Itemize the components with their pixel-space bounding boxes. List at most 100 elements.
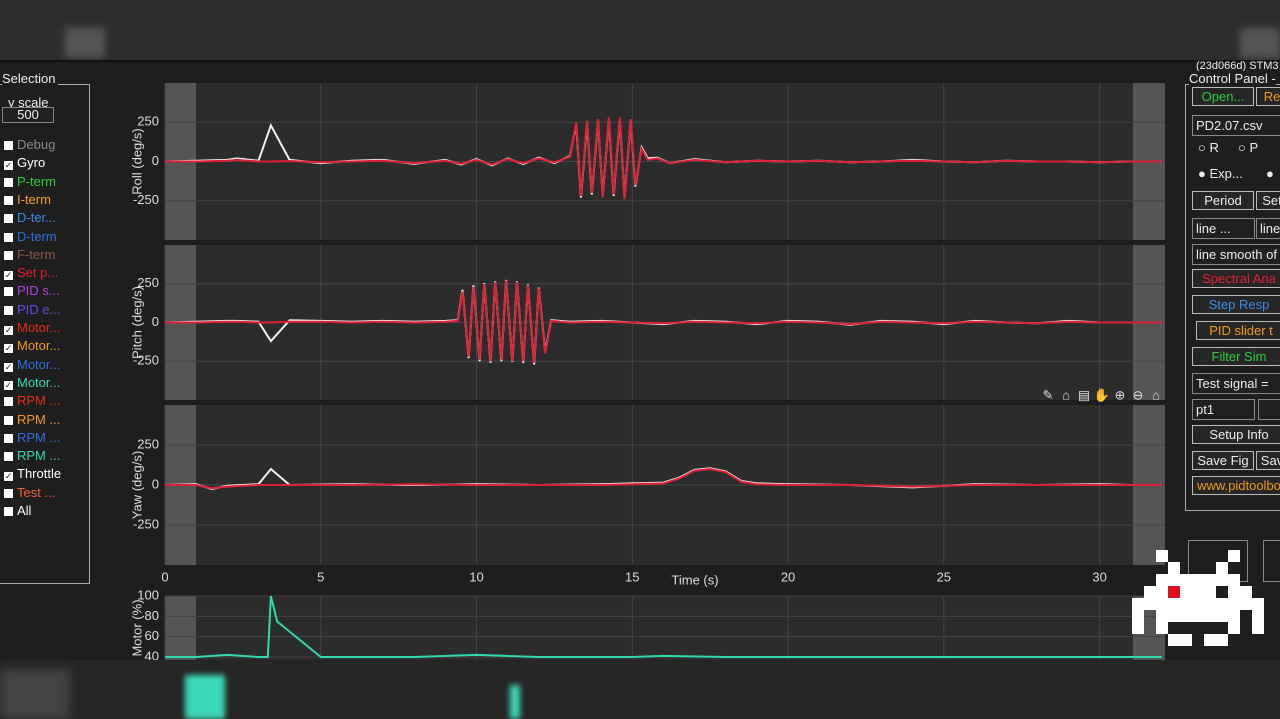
series-toggle[interactable]: D-term: [4, 228, 57, 245]
series-toggle[interactable]: PID e...: [4, 301, 60, 318]
series-toggle[interactable]: RPM ...: [4, 447, 60, 464]
spectral-button[interactable]: Spectral Ana: [1192, 269, 1280, 288]
radio[interactable]: ● Exp...: [1198, 166, 1243, 181]
radio[interactable]: ○ P: [1238, 140, 1259, 155]
radio-label: R: [1209, 140, 1219, 155]
series-label: Gyro: [17, 155, 46, 171]
pixel: [1156, 622, 1168, 634]
toolbar-icon: ⌂: [1062, 387, 1070, 402]
x-axis-label: Time (s): [671, 572, 718, 587]
checkbox[interactable]: [4, 433, 13, 443]
save-button[interactable]: Sav: [1256, 451, 1280, 470]
series-label: Set p...: [17, 265, 59, 281]
line-select[interactable]: line ...: [1192, 218, 1255, 239]
checkbox[interactable]: ✓: [4, 379, 13, 390]
pixel: [1216, 562, 1228, 574]
setup-button[interactable]: Setup Info: [1192, 425, 1280, 444]
pixel: [1192, 610, 1204, 622]
pixel: [1228, 598, 1240, 610]
series-toggle[interactable]: ✓ Motor...: [4, 337, 60, 354]
series-toggle[interactable]: ✓ Motor...: [4, 319, 60, 336]
open-button[interactable]: Open...: [1192, 87, 1254, 106]
step-button[interactable]: Step Resp: [1192, 295, 1280, 314]
y-tick-label: 0: [152, 153, 159, 168]
series-toggle[interactable]: I-term: [4, 191, 51, 208]
series-toggle[interactable]: RPM ...: [4, 429, 60, 446]
checkbox[interactable]: [4, 214, 13, 224]
checkbox[interactable]: ✓: [4, 270, 13, 281]
checkbox[interactable]: ✓: [4, 160, 13, 171]
pixel: [1216, 610, 1228, 622]
y-axis-label: Motor (%): [129, 599, 144, 656]
series-label: Motor...: [17, 374, 61, 390]
series-label: PID e...: [17, 301, 61, 317]
period-button[interactable]: Period: [1192, 191, 1254, 210]
series-toggle[interactable]: RPM ...: [4, 411, 60, 428]
checkbox[interactable]: [4, 397, 13, 407]
series-line: [165, 117, 1162, 200]
pixel: [1132, 610, 1144, 622]
series-toggle[interactable]: ✓ Motor...: [4, 374, 60, 391]
series-toggle[interactable]: Test ...: [4, 484, 55, 501]
order-field[interactable]: 2: [1258, 399, 1280, 420]
series-toggle[interactable]: F-term: [4, 246, 55, 263]
series-toggle[interactable]: ✓ Throttle: [4, 465, 61, 482]
checkbox[interactable]: [4, 195, 13, 205]
pixel: [1228, 550, 1240, 562]
yscale-input[interactable]: 500: [2, 107, 54, 123]
pixel: [1240, 586, 1252, 598]
radio[interactable]: ●: [1266, 166, 1274, 181]
save-fig-button[interactable]: Save Fig: [1192, 451, 1254, 470]
radio-label: Exp...: [1209, 166, 1243, 181]
series-toggle[interactable]: ✓ Gyro: [4, 154, 45, 171]
pixel: [1228, 610, 1240, 622]
checkbox[interactable]: ✓: [4, 325, 13, 335]
checkbox[interactable]: [4, 415, 13, 425]
checkbox[interactable]: ✓: [4, 343, 13, 354]
checkbox[interactable]: [4, 141, 13, 150]
series-label: Debug: [17, 137, 56, 152]
series-toggle[interactable]: ✓ Set p...: [4, 264, 58, 281]
blur: [510, 685, 520, 719]
checkbox[interactable]: [4, 488, 13, 498]
series-toggle[interactable]: D-ter...: [4, 209, 56, 226]
series-toggle[interactable]: P-term: [4, 173, 56, 190]
filter-select[interactable]: pt1: [1192, 399, 1255, 420]
checkbox[interactable]: [4, 250, 13, 260]
pixel: [1156, 598, 1168, 610]
checkbox[interactable]: [4, 305, 13, 315]
reset-button[interactable]: Re: [1256, 87, 1280, 106]
radio[interactable]: ○ R: [1198, 140, 1219, 155]
series-toggle[interactable]: RPM ...: [4, 392, 60, 409]
smooth-select[interactable]: line smooth of: [1192, 244, 1280, 265]
y-tick-label: 250: [137, 275, 159, 290]
file-field[interactable]: PD2.07.csv: [1192, 115, 1280, 136]
filter-button[interactable]: Filter Sim: [1192, 347, 1280, 366]
line-select[interactable]: line: [1256, 218, 1280, 239]
set-button[interactable]: Set: [1256, 191, 1280, 210]
checkbox[interactable]: [4, 177, 13, 187]
build-label: (23d066d) STM3: [1196, 60, 1279, 72]
checkbox[interactable]: [4, 452, 13, 462]
checkbox[interactable]: ✓: [4, 361, 13, 372]
series-toggle[interactable]: ✓ Motor...: [4, 356, 60, 373]
pixel: [1240, 598, 1252, 610]
checkbox[interactable]: [4, 287, 13, 297]
checkbox[interactable]: [4, 507, 13, 516]
series-line: [165, 280, 1162, 363]
x-tick-label: 5: [317, 569, 324, 584]
checkbox[interactable]: ✓: [4, 471, 13, 482]
pid-slider-button[interactable]: PID slider t: [1196, 321, 1280, 340]
checkbox[interactable]: [4, 232, 13, 242]
toolbar-icon: ✋: [1094, 387, 1110, 402]
url-button[interactable]: www.pidtoolbo: [1192, 476, 1280, 495]
pixel: [1180, 598, 1192, 610]
blur: [1240, 28, 1280, 58]
pixel: [1168, 598, 1180, 610]
series-label: Motor...: [17, 338, 61, 354]
test-signal: Test signal =: [1192, 373, 1280, 394]
series-toggle[interactable]: All: [4, 502, 31, 519]
series-toggle[interactable]: Debug: [4, 136, 55, 153]
series-toggle[interactable]: PID s...: [4, 282, 60, 299]
